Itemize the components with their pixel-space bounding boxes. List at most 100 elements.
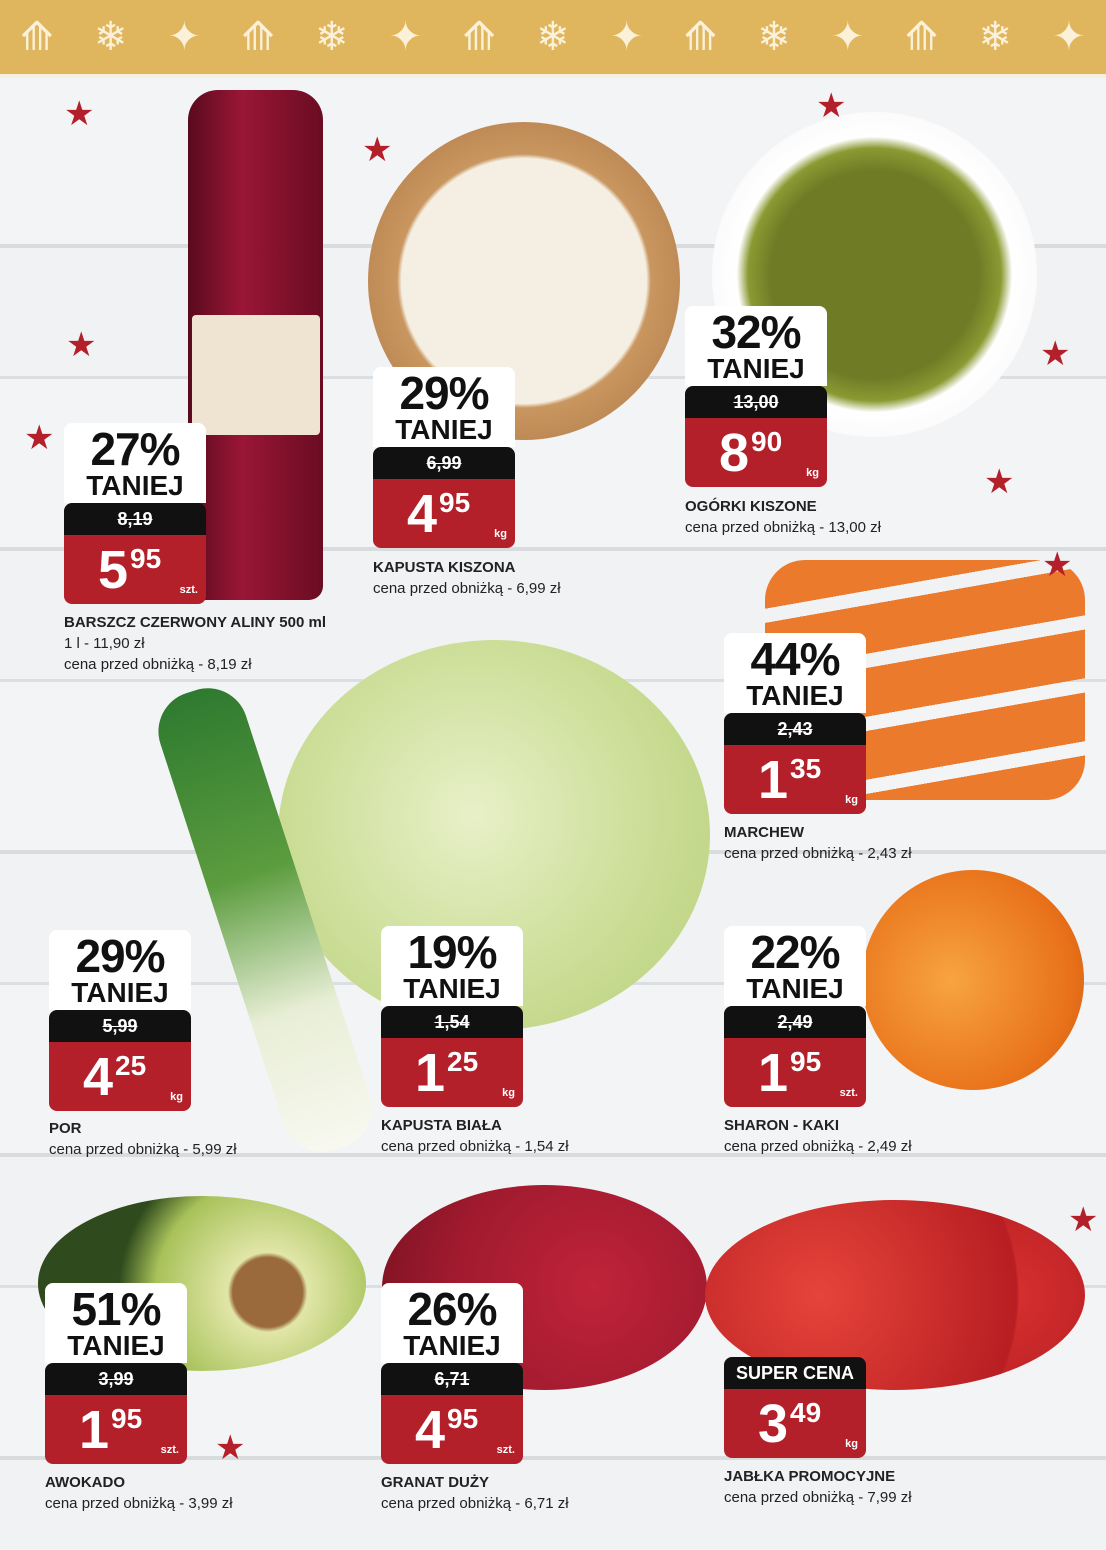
- product-name: MARCHEW: [724, 824, 804, 841]
- snowflake-icon: ❄: [93, 15, 128, 59]
- product-info-marchew: MARCHEW cena przed obniżką - 2,43 zł: [724, 822, 1024, 864]
- product-name: AWOKADO: [45, 1474, 125, 1491]
- star-icon: ✦: [609, 15, 644, 59]
- old-price-value: 13,00: [733, 392, 779, 412]
- product-info-granat: GRANAT DUŻY cena przed obniżką - 6,71 zł: [381, 1472, 681, 1514]
- price-badge-kapusta-biala: 19% TANIEJ 1,54 1 25 kg: [381, 926, 523, 1107]
- product-detail-line: cena przed obniżką - 7,99 zł: [724, 1489, 912, 1506]
- snowflake-icon: ❄: [978, 15, 1012, 59]
- product-info-jablka: JABŁKA PROMOCYJNE cena przed obniżką - 7,…: [724, 1466, 1024, 1508]
- price-unit: kg: [845, 1438, 858, 1450]
- star-decoration-icon: ★: [1042, 546, 1073, 584]
- product-name: OGÓRKI KISZONE: [685, 498, 817, 515]
- product-detail-line: 1 l - 11,90 zł: [64, 635, 145, 652]
- discount-box: 29% TANIEJ: [49, 930, 191, 1010]
- old-price-value: 2,49: [777, 1012, 813, 1032]
- star-decoration-icon: ★: [215, 1429, 246, 1467]
- price-integer: 1: [758, 750, 789, 810]
- persimmon-image: [862, 870, 1084, 1090]
- tree-icon: ⟰: [904, 15, 939, 59]
- old-price-value: 8,19: [117, 509, 153, 529]
- current-price: 3 49 kg: [724, 1389, 866, 1458]
- current-price: 4 95 szt.: [381, 1395, 523, 1464]
- old-price-value: 3,99: [98, 1369, 134, 1389]
- super-price-label: SUPER CENA: [724, 1357, 866, 1389]
- discount-label: TANIEJ: [71, 977, 169, 1008]
- discount-label: TANIEJ: [746, 680, 844, 711]
- discount-percent: 32%: [711, 306, 801, 358]
- old-price: 6,71: [381, 1363, 523, 1395]
- discount-percent: 19%: [407, 926, 497, 978]
- price-unit: kg: [845, 794, 858, 806]
- old-price-value: 6,99: [426, 453, 462, 473]
- price-decimal: 49: [790, 1397, 822, 1428]
- current-price: 5 95 szt.: [64, 535, 206, 604]
- old-price-value: 6,71: [434, 1369, 470, 1389]
- star-decoration-icon: ★: [816, 87, 847, 125]
- price-integer: 1: [758, 1043, 789, 1103]
- old-price-value: 2,43: [777, 719, 813, 739]
- price-decimal: 95: [790, 1046, 822, 1077]
- discount-label: TANIEJ: [746, 973, 844, 1004]
- product-info-por: POR cena przed obniżką - 5,99 zł: [49, 1118, 349, 1160]
- old-price: 8,19: [64, 503, 206, 535]
- current-price: 4 25 kg: [49, 1042, 191, 1111]
- discount-label: TANIEJ: [395, 414, 493, 445]
- price-badge-ogorki-kiszone: 32% TANIEJ 13,00 8 90 kg: [685, 306, 827, 487]
- discount-box: 44% TANIEJ: [724, 633, 866, 713]
- product-name: POR: [49, 1120, 82, 1137]
- price-unit: szt.: [496, 1444, 515, 1456]
- price-decimal: 95: [130, 543, 162, 574]
- discount-percent: 29%: [75, 930, 165, 982]
- price-badge-marchew: 44% TANIEJ 2,43 1 35 kg: [724, 633, 866, 814]
- star-icon: ✦: [388, 15, 423, 59]
- current-price: 1 95 szt.: [45, 1395, 187, 1464]
- price-integer: 5: [98, 540, 129, 600]
- product-detail-line: cena przed obniżką - 2,49 zł: [724, 1138, 912, 1155]
- bottle-label-image: [192, 315, 320, 435]
- price-unit: szt.: [160, 1444, 179, 1456]
- price-unit: kg: [494, 528, 507, 540]
- price-integer: 4: [83, 1047, 114, 1107]
- price-unit: szt.: [839, 1087, 858, 1099]
- price-unit: kg: [170, 1091, 183, 1103]
- price-badge-awokado: 51% TANIEJ 3,99 1 95 szt.: [45, 1283, 187, 1464]
- discount-box: 29% TANIEJ: [373, 367, 515, 447]
- discount-box: 22% TANIEJ: [724, 926, 866, 1006]
- discount-percent: 22%: [750, 926, 840, 978]
- star-decoration-icon: ★: [362, 131, 393, 169]
- tree-icon: ⟰: [462, 15, 496, 59]
- product-detail-line: cena przed obniżką - 3,99 zł: [45, 1495, 233, 1512]
- product-info-awokado: AWOKADO cena przed obniżką - 3,99 zł: [45, 1472, 345, 1514]
- current-price: 8 90 kg: [685, 418, 827, 487]
- discount-label: TANIEJ: [86, 470, 184, 501]
- star-decoration-icon: ★: [64, 95, 95, 133]
- price-badge-jablka: SUPER CENA 3 49 kg: [724, 1357, 866, 1458]
- old-price: 5,99: [49, 1010, 191, 1042]
- product-detail-line: cena przed obniżką - 13,00 zł: [685, 519, 881, 536]
- discount-box: 51% TANIEJ: [45, 1283, 187, 1363]
- price-decimal: 25: [447, 1046, 479, 1077]
- product-info-sharon-kaki: SHARON - KAKI cena przed obniżką - 2,49 z…: [724, 1115, 1024, 1157]
- old-price: 13,00: [685, 386, 827, 418]
- discount-label: TANIEJ: [403, 973, 501, 1004]
- discount-label: TANIEJ: [707, 353, 805, 384]
- old-price-value: 5,99: [102, 1016, 138, 1036]
- discount-box: 32% TANIEJ: [685, 306, 827, 386]
- product-name: KAPUSTA KISZONA: [373, 559, 516, 576]
- price-integer: 1: [415, 1043, 446, 1103]
- discount-percent: 27%: [90, 423, 180, 475]
- discount-box: 26% TANIEJ: [381, 1283, 523, 1363]
- price-decimal: 95: [111, 1403, 143, 1434]
- snowflake-icon: ❄: [536, 15, 570, 59]
- price-decimal: 95: [439, 487, 471, 518]
- price-badge-por: 29% TANIEJ 5,99 4 25 kg: [49, 930, 191, 1111]
- current-price: 1 25 kg: [381, 1038, 523, 1107]
- old-price: 3,99: [45, 1363, 187, 1395]
- product-detail-line: cena przed obniżką - 6,99 zł: [373, 580, 561, 597]
- tree-icon: ⟰: [683, 15, 718, 59]
- star-decoration-icon: ★: [1068, 1201, 1099, 1239]
- snowflake-icon: ❄: [314, 15, 349, 59]
- product-detail-line: cena przed obniżką - 5,99 zł: [49, 1141, 237, 1158]
- discount-box: 27% TANIEJ: [64, 423, 206, 503]
